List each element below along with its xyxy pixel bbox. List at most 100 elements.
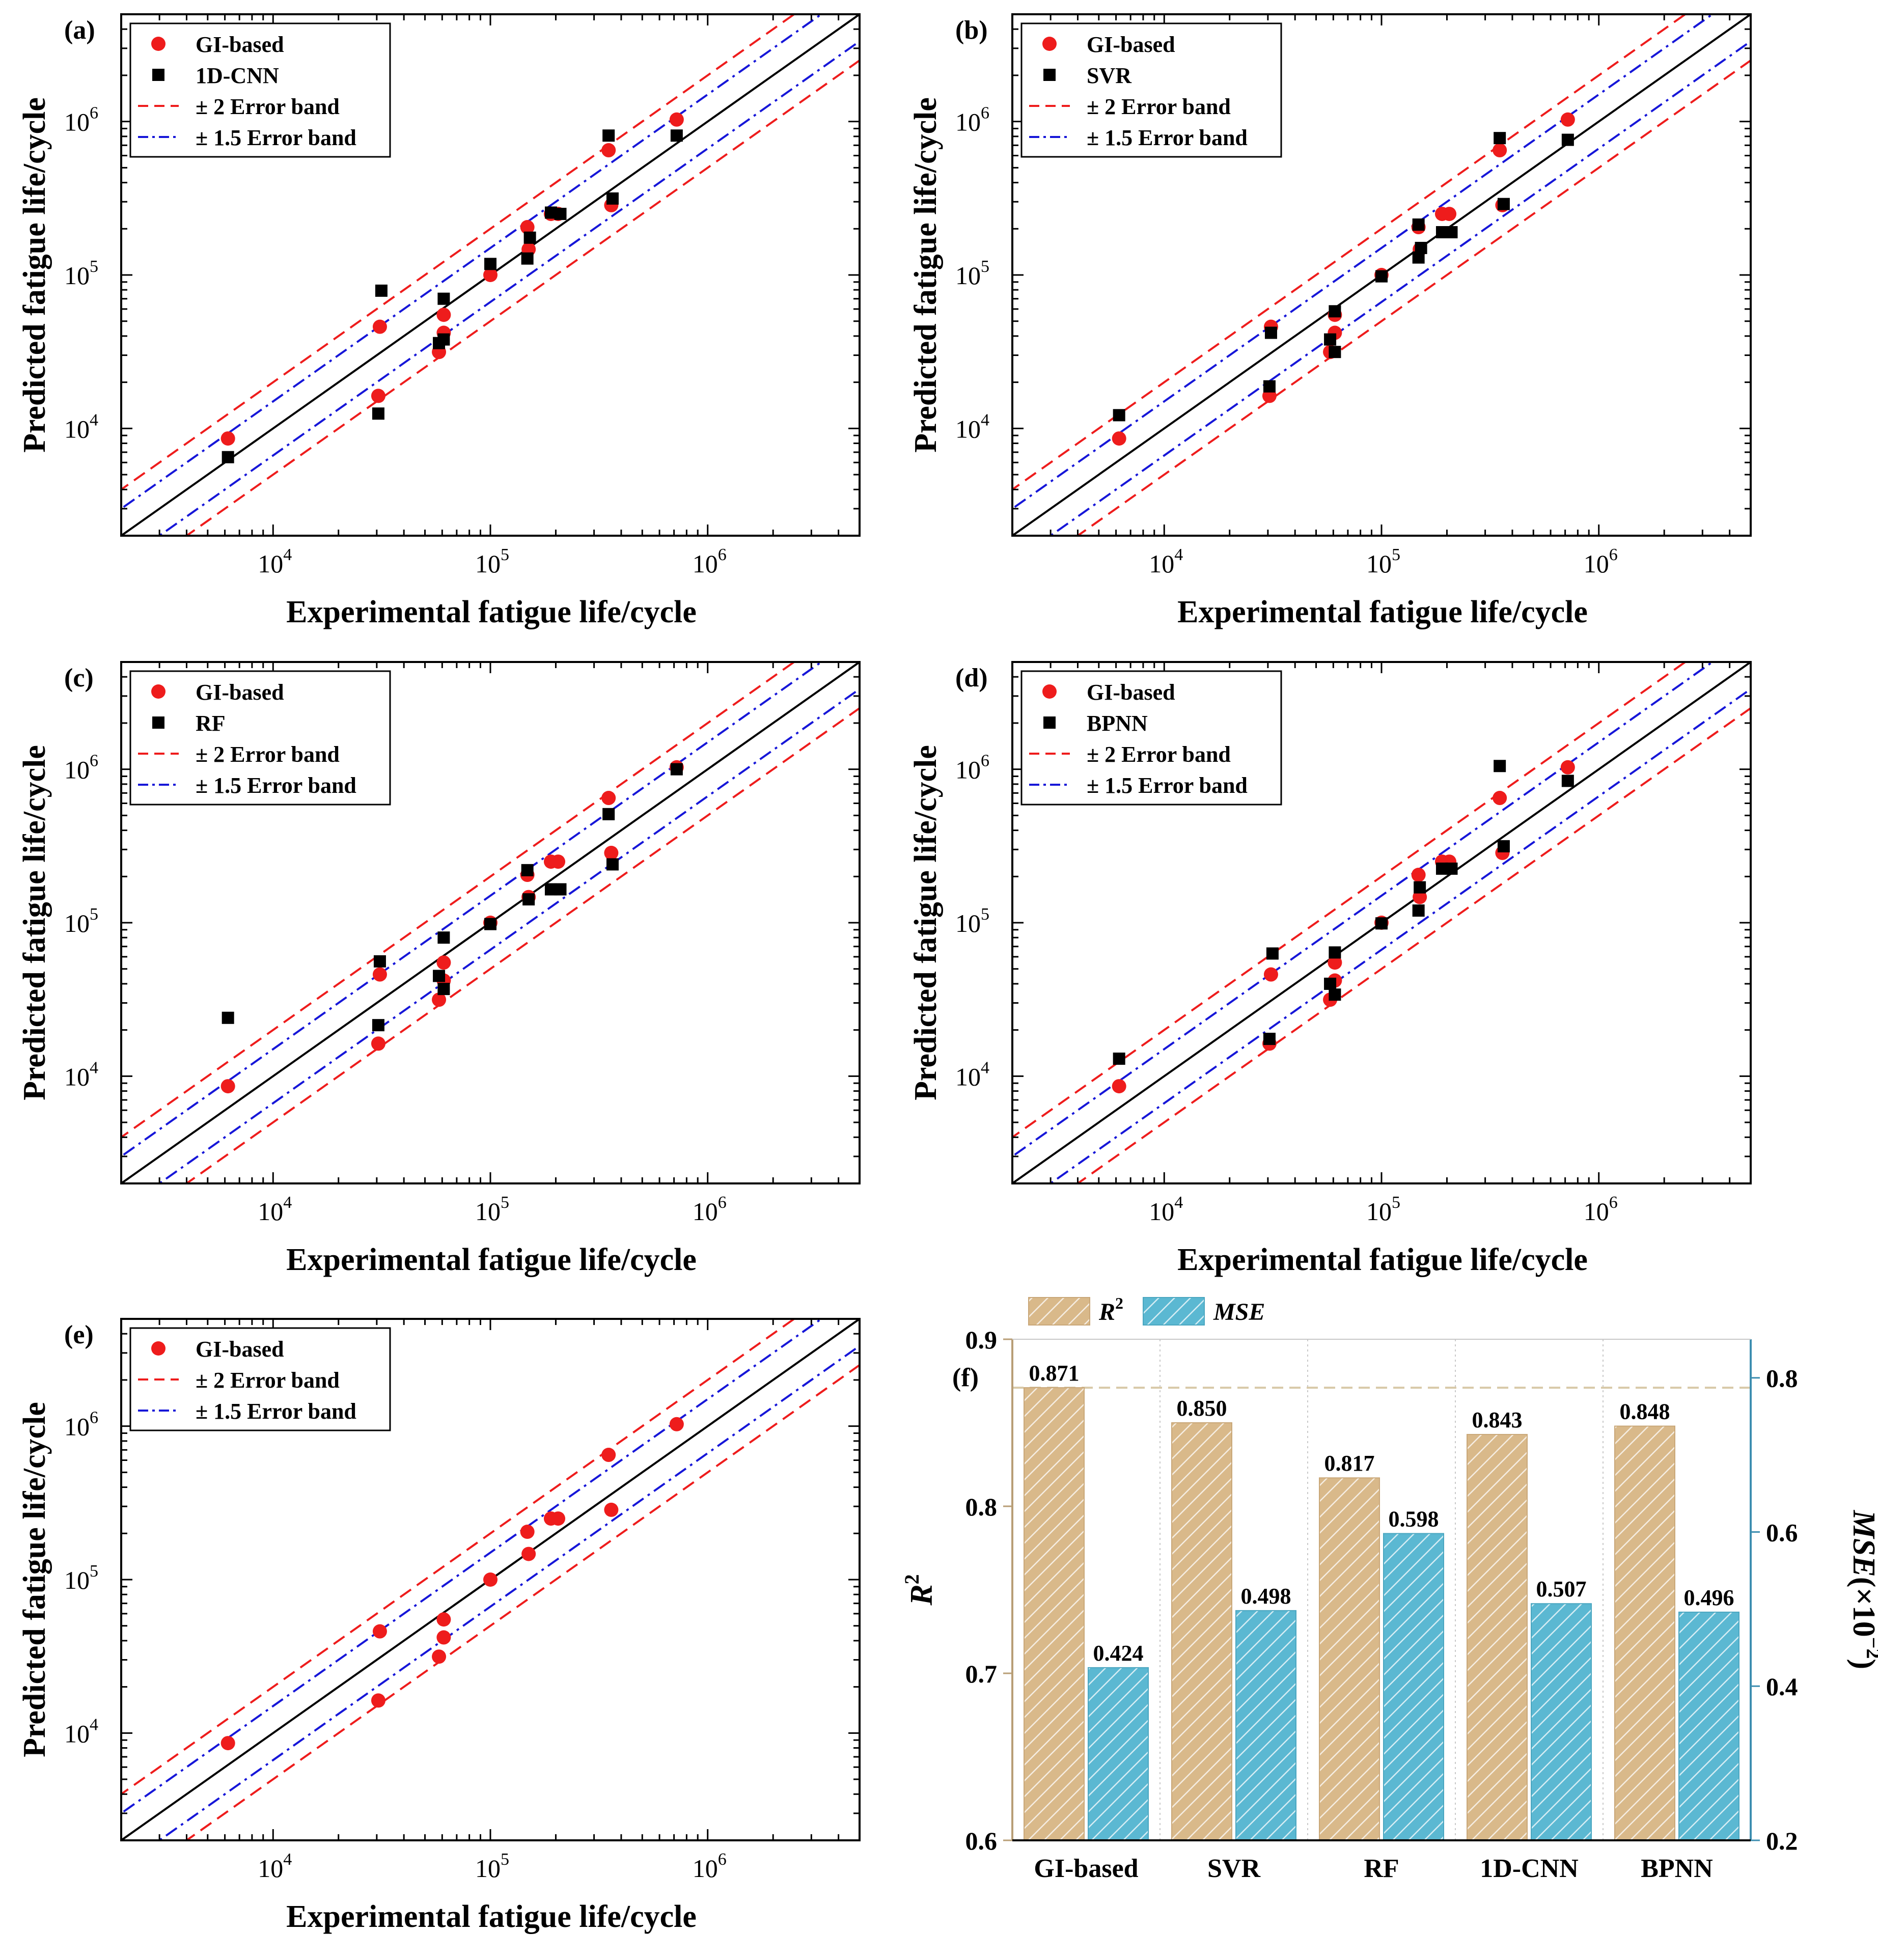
x-tick-label: 104 [258,545,292,578]
data-label-mse: 0.424 [1093,1641,1144,1666]
point-1d-cnn [670,129,683,142]
point-1d-cnn [554,208,567,220]
legend-box [1020,670,1282,806]
point-rf [433,970,446,982]
y-right-tick-label: 0.2 [1766,1827,1798,1855]
x-axis-label: Experimental fatigue life/cycle [286,1243,697,1277]
point-svr [1264,326,1277,339]
point-rf [554,883,567,896]
x-tick-label-exp: 6 [718,1193,727,1212]
data-label-r2: 0.843 [1472,1407,1523,1432]
legend-label: GI-based [196,32,284,57]
category-label: RF [1364,1854,1399,1883]
plot-frame [120,1318,861,1841]
point-gi-based [1442,207,1457,222]
y-tick-label-exp: 4 [90,410,98,429]
point-rf [484,918,496,930]
legend-label: ± 2 Error band [196,94,340,119]
legend-marker-gi [151,1341,165,1356]
y-tick-label-exp: 6 [90,104,98,123]
y-right-axis-exp: −2 [1862,1637,1878,1659]
point-gi-based [601,1448,616,1462]
legend-label: ± 2 Error band [196,1368,340,1393]
point-bpnn [1412,904,1425,917]
legend: GI-based SVR ± 2 Error band ± 1.5 Error ban… [1020,22,1282,158]
data-label-r2: 0.850 [1177,1396,1227,1421]
legend-label: ± 1.5 Error band [196,1399,356,1424]
legend-label: GI-based [196,680,284,705]
plot-frame [1011,13,1752,537]
x-tick-label: 105 [475,1193,509,1226]
point-bpnn [1414,881,1426,894]
y-tick-label: 105 [955,905,989,937]
point-gi-based [1112,431,1126,446]
x-tick-label-exp: 4 [283,545,292,564]
y-right-axis-unit: (×10 [1846,1577,1878,1637]
x-axis-label: Experimental fatigue life/cycle [1177,1243,1588,1277]
bar-panel: 0.871 0.424 GI-based 0.850 0.498 SVR 0.817 0.59… [900,1294,1878,1883]
x-tick-label: 106 [693,1193,727,1226]
band-2-lower [184,59,860,536]
y-right-tick-label: 0.4 [1766,1672,1798,1701]
legend-marker-gi [151,684,165,699]
point-1d-cnn [437,333,450,346]
x-tick-label-exp: 4 [283,1850,292,1869]
point-gi-based [372,1624,387,1639]
legend-marker-model [1043,716,1056,729]
legend-label: ± 2 Error band [1087,742,1231,767]
point-gi-based [220,1079,235,1094]
bar-mse [1531,1603,1592,1841]
y-tick-label: 104 [64,1715,98,1748]
point-svr [1329,346,1341,358]
points [1112,760,1575,1094]
data-label-r2: 0.848 [1620,1399,1670,1424]
point-gi-based [1560,760,1575,775]
category-label: 1D-CNN [1480,1854,1579,1883]
point-gi-based [604,1502,619,1517]
panel-label: (e) [64,1320,94,1349]
legend-label: GI-based [1087,32,1175,57]
point-rf [372,1019,384,1032]
legend-marker-gi [1042,684,1057,699]
x-tick-label-exp: 4 [283,1193,292,1212]
point-gi-based [372,319,387,334]
point-gi-based [483,1572,498,1587]
bar-r2 [1024,1387,1085,1841]
data-label-mse: 0.498 [1241,1584,1291,1609]
point-1d-cnn [375,284,388,297]
legend-box [1020,22,1282,158]
point-gi-based [669,112,684,127]
point-gi-based [220,431,235,446]
bar-r2 [1614,1425,1675,1841]
x-tick-label: 106 [1584,1193,1618,1226]
legend-box [129,22,391,158]
y-axis-label: Predicted fatigue life/cycle [17,97,52,453]
point-gi-based [669,1417,684,1431]
x-tick-label: 106 [693,545,727,578]
y-left-tick-label: 0.9 [965,1326,998,1354]
panel-label: (b) [955,16,988,45]
point-gi-based [1493,791,1507,806]
y-tick-label-exp: 4 [981,410,989,429]
band-2-lower [1075,707,1751,1183]
x-tick-label: 105 [475,545,509,578]
point-gi-based [432,992,447,1007]
y-tick-label: 105 [64,905,98,937]
legend-label: ± 1.5 Error band [1087,773,1248,798]
category-label: SVR [1207,1854,1261,1883]
point-gi-based [1493,143,1507,158]
panel-label: (c) [64,664,94,693]
y-left-axis-label-sup: 2 [900,1574,923,1584]
point-svr [1415,241,1427,254]
y-tick-label-exp: 5 [90,257,98,276]
y-axis-label: Predicted fatigue life/cycle [17,1402,52,1757]
point-gi-based [372,967,387,982]
point-gi-based [551,1511,566,1526]
y-tick-label-exp: 6 [981,752,989,770]
point-rf [670,763,683,776]
bar-mse [1235,1610,1296,1841]
point-gi-based [601,143,616,158]
point-gi-based [551,854,566,869]
y-left-tick-label: 0.7 [965,1660,998,1688]
